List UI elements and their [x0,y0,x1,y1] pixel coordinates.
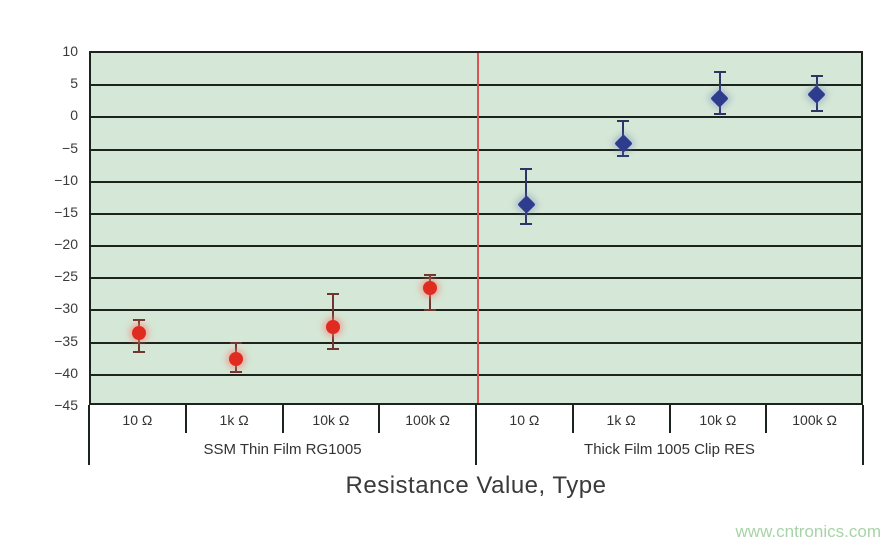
category-separator-tick [378,405,381,433]
error-bar-cap [423,274,436,277]
category-label: 1k Ω [606,412,636,428]
y-axis-tick-label: −5 [62,139,78,156]
y-axis-tick-label: −20 [54,236,78,253]
data-point-circle [229,351,244,366]
data-point-diamond [517,195,536,214]
category-label: 10k Ω [699,412,737,428]
error-bar-cap [713,71,726,74]
y-axis-tick-label: 5 [70,75,78,92]
group-label: Thick Film 1005 Clip RES [584,441,755,458]
data-point-circle [422,280,437,295]
error-bar-cap [617,119,630,122]
gridline [91,277,861,280]
data-point-circle [132,325,147,340]
group-separator-tick [862,405,864,465]
group-separator-tick [88,405,90,465]
error-bar-cap [326,293,339,296]
y-axis-tick-label: −10 [54,171,78,188]
gridline [91,180,861,183]
gridline [91,373,861,376]
y-axis-tick-label: −15 [54,203,78,220]
category-label: 100k Ω [792,412,837,428]
category-label: 10 Ω [122,412,153,428]
error-bar-cap [520,222,533,225]
gridline [91,116,861,119]
gridline [91,341,861,344]
category-label: 100k Ω [405,412,450,428]
error-bar-cap [230,341,243,344]
y-axis-tick-label: 10 [62,43,78,59]
gridline [91,212,861,215]
data-point-diamond [710,88,730,108]
error-bar-cap [810,109,823,112]
y-axis-tick-label: −40 [54,364,78,381]
y-axis-tick-label: 0 [70,107,78,124]
group-separator-tick [475,405,477,465]
group-label: SSM Thin Film RG1005 [203,441,362,458]
plot-area [89,51,863,405]
y-axis-tick-label: −30 [54,300,78,317]
gridline [91,84,861,87]
category-separator-tick [668,405,671,433]
error-bar-cap [423,309,436,312]
data-point-diamond [807,85,826,105]
error-bar-cap [133,351,146,354]
x-axis-title: Resistance Value, Type [345,472,607,499]
category-separator-tick [765,405,768,433]
y-axis-tick-label: −45 [54,397,78,413]
error-bar-cap [810,74,823,77]
category-separator-tick [184,405,187,433]
y-axis-tick-label: −35 [54,332,78,349]
category-label: 10k Ω [312,412,350,428]
gridline [91,148,861,151]
error-bar-cap [230,370,243,373]
category-separator-tick [281,405,284,433]
gridline [91,309,861,312]
error-bar-cap [133,319,146,322]
group-divider-line [477,53,479,403]
category-label: 1k Ω [219,412,249,428]
category-separator-tick [571,405,574,433]
y-axis-tick-label: −25 [54,268,78,285]
category-label: 10 Ω [509,412,540,428]
error-bar-cap [713,113,726,116]
data-point-circle [325,319,340,334]
error-bar-cap [617,154,630,157]
error-bar-cap [520,167,533,170]
error-bar-cap [326,348,339,351]
watermark-text: www.cntronics.com [735,522,881,541]
gridline [91,245,861,248]
